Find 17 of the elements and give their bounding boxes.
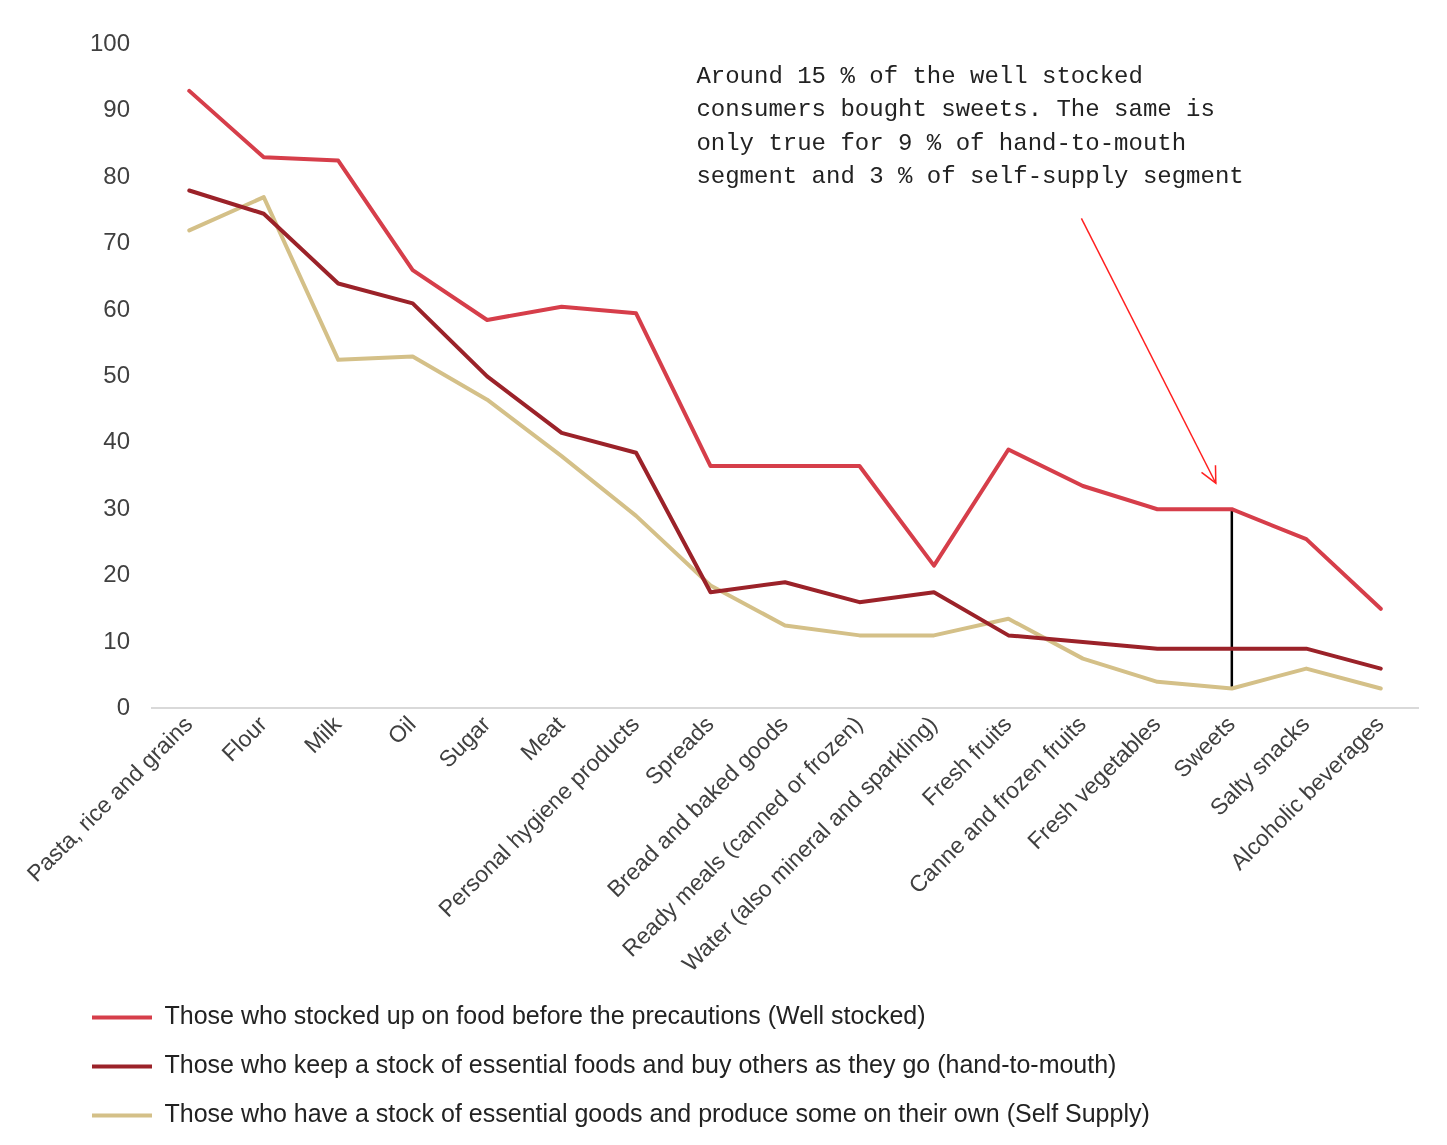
y-tick-label: 30 — [103, 493, 131, 521]
legend-label: Those who keep a stock of essential foods and buy others as they go (hand-to-mouth) — [164, 1050, 1117, 1079]
legend-label: Those who stocked up on food before the precautions (Well stocked) — [164, 1001, 926, 1030]
y-tick-label: 90 — [103, 95, 131, 123]
y-tick-label: 100 — [90, 29, 131, 57]
legend-label: Those who have a stock of essential goods and produce some on their own (Self Supply) — [164, 1099, 1150, 1128]
y-tick-label: 70 — [103, 228, 131, 256]
y-tick-label: 40 — [103, 427, 131, 455]
y-tick-label: 60 — [103, 294, 131, 322]
y-tick-label: 10 — [103, 626, 131, 654]
y-tick-label: 50 — [103, 361, 131, 389]
x-tick-label: Milk — [298, 710, 347, 759]
y-tick-label: 80 — [103, 161, 131, 189]
y-tick-label: 0 — [116, 693, 131, 721]
x-tick-label: Oil — [382, 710, 421, 750]
y-tick-label: 20 — [103, 560, 131, 588]
annotation: Around 15 % of the well stocked consumers bought sweets. The same is only true for 9 % of hand-to-mouth segment and 3 % of self-supply segment — [696, 62, 1244, 191]
